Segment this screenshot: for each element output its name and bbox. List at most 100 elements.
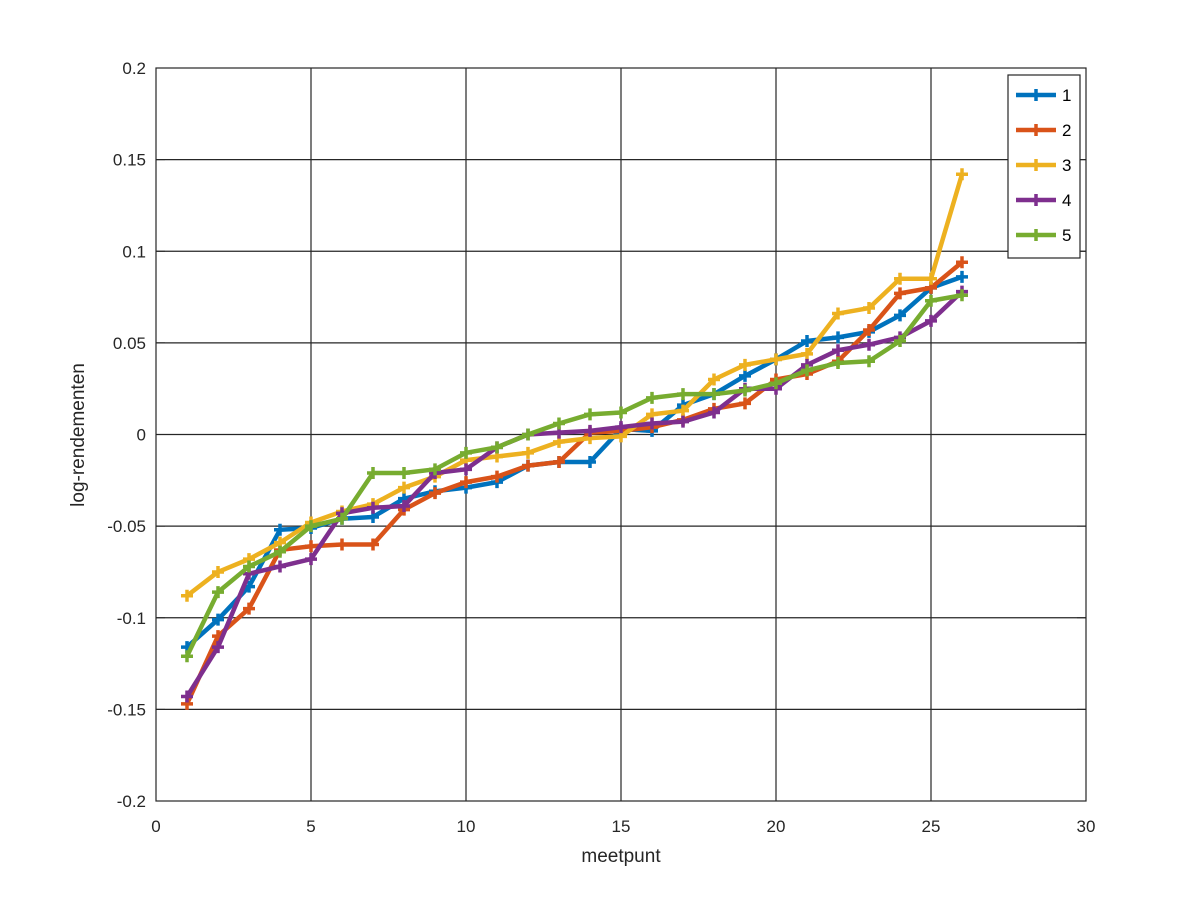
data-point-marker (336, 512, 348, 525)
data-point-marker (832, 307, 844, 320)
data-point-marker (336, 538, 348, 551)
x-tick-label: 20 (767, 817, 786, 836)
data-point-marker (522, 428, 534, 441)
data-point-marker (894, 272, 906, 285)
data-point-marker (894, 335, 906, 348)
data-point-marker (925, 294, 937, 307)
data-point-marker (274, 545, 286, 558)
data-point-marker (553, 455, 565, 468)
y-tick-label: -0.2 (117, 792, 146, 811)
data-point-marker (305, 553, 317, 566)
data-point-marker (708, 406, 720, 419)
legend-marker-2 (1030, 124, 1042, 136)
data-point-marker (801, 347, 813, 360)
data-point-marker (739, 397, 751, 410)
data-point-marker (305, 540, 317, 553)
data-point-marker (863, 302, 875, 315)
data-point-marker (615, 406, 627, 419)
data-point-marker (274, 560, 286, 573)
data-point-marker (677, 415, 689, 428)
data-point-marker (956, 270, 968, 283)
x-tick-label: 25 (922, 817, 941, 836)
legend-marker-1 (1030, 89, 1042, 101)
data-point-marker (181, 589, 193, 602)
data-point-marker (181, 690, 193, 703)
x-tick-label: 30 (1077, 817, 1096, 836)
data-point-marker (460, 463, 472, 476)
data-point-marker (708, 373, 720, 386)
data-point-marker (956, 289, 968, 302)
series-line-3 (185, 173, 965, 598)
data-point-marker (615, 421, 627, 434)
legend-marker-4 (1030, 194, 1042, 206)
legend-label-3: 3 (1062, 156, 1071, 175)
data-point-marker (646, 417, 658, 430)
axis-ticks: 0 5 10 15 20 25 30-0.2-0.15-0.1-0.0500.050.10.… (107, 59, 1095, 836)
data-point-marker (429, 487, 441, 500)
data-point-marker (801, 364, 813, 377)
data-point-marker (181, 650, 193, 663)
x-tick-label: 0 (151, 817, 160, 836)
x-axis-label: meetpunt (581, 846, 661, 867)
data-point-marker (212, 586, 224, 599)
data-point-marker (212, 641, 224, 654)
y-tick-label: 0.15 (113, 151, 146, 170)
series-line-4 (185, 289, 964, 698)
data-point-marker (770, 377, 782, 390)
data-point-marker (832, 357, 844, 370)
data-point-marker (956, 256, 968, 269)
data-point-marker (584, 408, 596, 421)
data-point-marker (832, 331, 844, 344)
y-tick-label: 0.1 (122, 242, 146, 261)
data-point-marker (708, 388, 720, 401)
x-tick-label: 15 (612, 817, 631, 836)
data-point-marker (398, 481, 410, 494)
data-point-marker (398, 466, 410, 479)
data-point-marker (894, 309, 906, 322)
data-point-marker (801, 335, 813, 348)
data-point-marker (212, 613, 224, 626)
data-point-marker (274, 523, 286, 536)
y-axis-label: log-rendementen (68, 363, 89, 507)
data-point-marker (367, 538, 379, 551)
legend-label-4: 4 (1062, 191, 1071, 210)
data-point-marker (305, 520, 317, 533)
series-3 (181, 168, 968, 602)
legend: 1 2 3 4 5 (1007, 74, 1081, 259)
data-point-marker (956, 168, 968, 181)
legend-marker-3 (1030, 159, 1042, 171)
series-5 (181, 289, 968, 663)
data-point-marker (925, 272, 937, 285)
y-tick-label: 0.05 (113, 334, 146, 353)
data-point-marker (584, 455, 596, 468)
data-point-marker (646, 391, 658, 404)
data-point-marker (739, 384, 751, 397)
data-point-marker (677, 388, 689, 401)
data-point-marker (677, 404, 689, 417)
y-tick-label: -0.15 (107, 700, 146, 719)
legend-label-2: 2 (1062, 121, 1071, 140)
legend-label-1: 1 (1062, 86, 1071, 105)
legend-marker-5 (1030, 229, 1042, 241)
data-point-marker (367, 466, 379, 479)
data-point-marker (491, 470, 503, 483)
x-tick-label: 10 (457, 817, 476, 836)
data-point-marker (894, 287, 906, 300)
data-point-marker (739, 369, 751, 382)
data-point-marker (832, 344, 844, 357)
data-point-marker (584, 424, 596, 437)
series-layer (181, 168, 968, 710)
data-point-marker (522, 446, 534, 459)
data-point-marker (925, 314, 937, 327)
data-point-marker (863, 355, 875, 368)
data-point-marker (243, 602, 255, 615)
data-point-marker (491, 441, 503, 454)
data-point-marker (770, 353, 782, 366)
legend-label-5: 5 (1062, 226, 1071, 245)
data-point-marker (398, 499, 410, 512)
data-point-marker (739, 358, 751, 371)
data-point-marker (243, 560, 255, 573)
y-tick-label: -0.05 (107, 517, 146, 536)
data-point-marker (460, 476, 472, 489)
